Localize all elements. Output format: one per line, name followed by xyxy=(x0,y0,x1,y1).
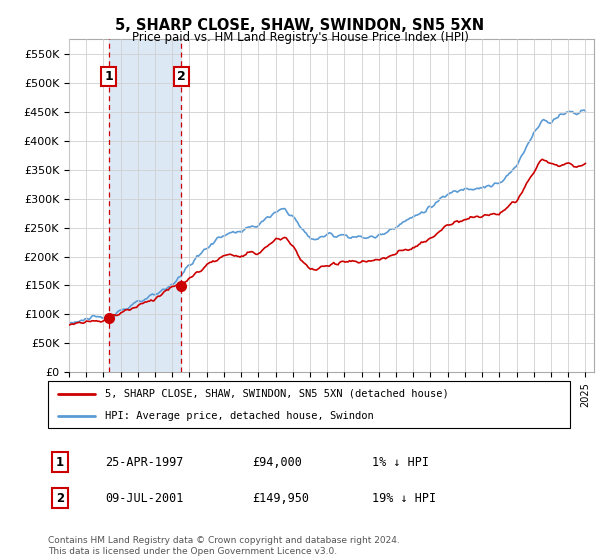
Bar xyxy=(109,39,181,372)
Text: 5, SHARP CLOSE, SHAW, SWINDON, SN5 5XN: 5, SHARP CLOSE, SHAW, SWINDON, SN5 5XN xyxy=(115,18,485,33)
FancyBboxPatch shape xyxy=(48,381,570,428)
Text: 09-JUL-2001: 09-JUL-2001 xyxy=(105,492,184,505)
Text: 2: 2 xyxy=(56,492,64,505)
Text: 1: 1 xyxy=(104,71,113,83)
Text: 25-APR-1997: 25-APR-1997 xyxy=(105,455,184,469)
Text: 2: 2 xyxy=(177,71,185,83)
Text: 1% ↓ HPI: 1% ↓ HPI xyxy=(372,455,429,469)
Text: 5, SHARP CLOSE, SHAW, SWINDON, SN5 5XN (detached house): 5, SHARP CLOSE, SHAW, SWINDON, SN5 5XN (… xyxy=(106,389,449,399)
Text: 19% ↓ HPI: 19% ↓ HPI xyxy=(372,492,436,505)
Text: £94,000: £94,000 xyxy=(252,455,302,469)
Text: HPI: Average price, detached house, Swindon: HPI: Average price, detached house, Swin… xyxy=(106,410,374,421)
Text: Price paid vs. HM Land Registry's House Price Index (HPI): Price paid vs. HM Land Registry's House … xyxy=(131,31,469,44)
Text: 1: 1 xyxy=(56,455,64,469)
Text: Contains HM Land Registry data © Crown copyright and database right 2024.
This d: Contains HM Land Registry data © Crown c… xyxy=(48,536,400,556)
Text: £149,950: £149,950 xyxy=(252,492,309,505)
